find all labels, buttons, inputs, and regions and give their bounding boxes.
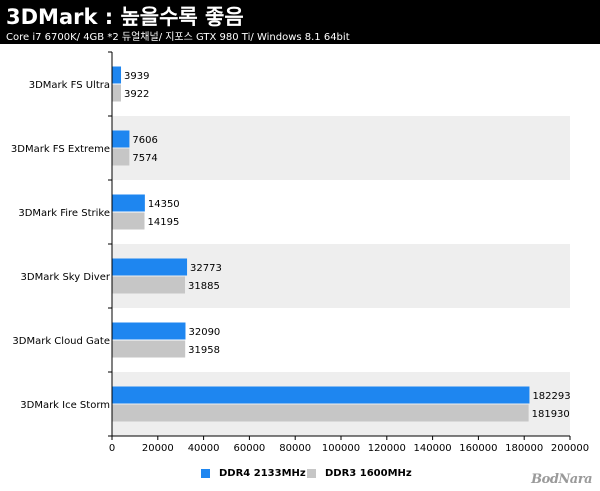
category-label: 3DMark FS Extreme	[11, 144, 110, 155]
legend-label-ddr3: DDR3 1600MHz	[325, 468, 412, 479]
data-label-ddr4: 14350	[148, 199, 180, 210]
data-label-ddr4: 32773	[190, 263, 222, 274]
category-label: 3DMark Ice Storm	[20, 400, 110, 411]
legend-item-ddr4: DDR4 2133MHz	[201, 468, 306, 479]
bar-ddr3	[112, 84, 121, 102]
category-band	[112, 244, 570, 308]
x-tick-label: 140000	[414, 443, 452, 454]
x-tick-label: 60000	[233, 443, 265, 454]
data-label-ddr4: 32090	[188, 327, 220, 338]
bar-ddr3	[112, 148, 130, 166]
x-tick-label: 20000	[142, 443, 174, 454]
data-label-ddr3: 31958	[188, 345, 220, 356]
bar-chart: 3939 3922 3DMark FS Ultra 7606 7574 3DMark FS…	[11, 51, 589, 454]
data-label-ddr3: 14195	[148, 217, 180, 228]
bar-ddr3	[112, 404, 529, 422]
x-tick-label: 120000	[368, 443, 406, 454]
x-tick-label: 40000	[188, 443, 220, 454]
bar-ddr4	[112, 386, 530, 404]
category-band	[112, 116, 570, 180]
x-tick-label: 0	[109, 443, 115, 454]
bar-ddr4	[112, 322, 186, 340]
legend-swatch-ddr3	[307, 469, 316, 478]
category-label: 3DMark Sky Diver	[21, 272, 111, 283]
data-label-ddr3: 7574	[132, 153, 157, 164]
x-tick-label: 160000	[459, 443, 497, 454]
bar-ddr4	[112, 194, 145, 212]
bar-ddr4	[112, 66, 122, 84]
legend-label-ddr4: DDR4 2133MHz	[219, 468, 306, 479]
chart-header: 3DMark : 높을수록 좋음 Core i7 6700K/ 4GB *2 듀…	[0, 0, 600, 44]
category-label: 3DMark Cloud Gate	[12, 336, 110, 347]
bar-ddr3	[112, 276, 186, 294]
data-label-ddr4: 7606	[132, 135, 157, 146]
bar-ddr3	[112, 340, 186, 358]
chart-title: 3DMark : 높을수록 좋음	[6, 5, 244, 29]
x-tick-label: 80000	[279, 443, 311, 454]
legend-item-ddr3: DDR3 1600MHz	[307, 468, 412, 479]
chart-subtitle: Core i7 6700K/ 4GB *2 듀얼채널/ 지포스 GTX 980 …	[6, 32, 350, 43]
data-label-ddr3: 3922	[124, 89, 149, 100]
bodnara-logo: BodNara	[531, 472, 592, 487]
bar-ddr3	[112, 212, 145, 230]
bar-ddr4	[112, 130, 130, 148]
data-label-ddr4: 182293	[532, 391, 570, 402]
chart-legend: DDR4 2133MHz DDR3 1600MHz	[0, 468, 600, 486]
data-label-ddr3: 31885	[188, 281, 220, 292]
x-tick-label: 180000	[505, 443, 543, 454]
bar-ddr4	[112, 258, 188, 276]
data-label-ddr4: 3939	[124, 71, 149, 82]
x-tick-label: 200000	[551, 443, 589, 454]
legend-swatch-ddr4	[201, 469, 210, 478]
x-tick-label: 100000	[322, 443, 360, 454]
data-label-ddr3: 181930	[532, 409, 570, 420]
category-label: 3DMark Fire Strike	[18, 208, 110, 219]
category-band	[112, 372, 570, 436]
category-label: 3DMark FS Ultra	[29, 80, 110, 91]
